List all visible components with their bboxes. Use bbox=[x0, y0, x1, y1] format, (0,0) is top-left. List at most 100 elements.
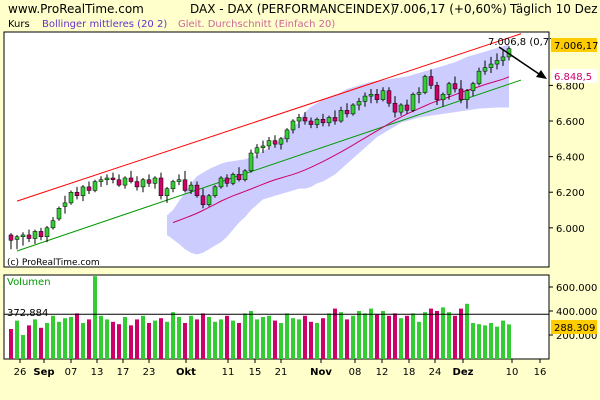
x-tick-label: 11 bbox=[222, 367, 235, 378]
volume-bar bbox=[411, 313, 415, 359]
volume-label: Volumen bbox=[7, 277, 51, 288]
volume-bar bbox=[261, 317, 265, 359]
candle-body bbox=[470, 83, 476, 91]
x-tick-label: 18 bbox=[403, 367, 416, 378]
volume-bar bbox=[435, 311, 439, 359]
candle-body bbox=[452, 83, 458, 90]
x-tick-label: 23 bbox=[143, 367, 156, 378]
volume-bar bbox=[495, 326, 499, 359]
x-tick-label: 17 bbox=[117, 367, 130, 378]
candle-body bbox=[104, 177, 110, 181]
candle-body bbox=[116, 179, 122, 186]
candle-body bbox=[482, 67, 488, 72]
candle-body bbox=[50, 220, 56, 229]
volume-bar bbox=[57, 321, 61, 359]
candle-body bbox=[212, 186, 218, 197]
candle-body bbox=[386, 90, 392, 104]
candle-body bbox=[416, 92, 422, 95]
price-y-tick-label: 6.600 bbox=[556, 117, 585, 128]
candle-body bbox=[14, 236, 20, 240]
volume-bar bbox=[237, 323, 241, 359]
volume-bar bbox=[201, 313, 205, 359]
channel-label: 7.006,8 (0,77 bbox=[488, 37, 556, 48]
site-title: www.ProRealTime.com bbox=[8, 2, 144, 16]
candle-body bbox=[362, 95, 368, 102]
volume-bar bbox=[117, 324, 121, 359]
candle-body bbox=[434, 85, 440, 100]
candle-body bbox=[62, 202, 68, 207]
price-layer bbox=[8, 33, 547, 255]
candle-body bbox=[314, 118, 320, 125]
candle-body bbox=[242, 170, 248, 181]
volume-bar bbox=[225, 315, 229, 359]
candle-body bbox=[374, 94, 380, 100]
volume-y-tick-label: 600.000 bbox=[556, 283, 597, 294]
ma-badge-bg bbox=[551, 69, 597, 83]
candle-body bbox=[260, 145, 266, 148]
volume-bar bbox=[489, 323, 493, 359]
volume-layer bbox=[4, 276, 549, 359]
volume-bar bbox=[507, 324, 511, 359]
volume-bar bbox=[249, 311, 253, 359]
volume-bar bbox=[501, 320, 505, 359]
volume-bar bbox=[285, 313, 289, 359]
volume-bar bbox=[15, 320, 19, 359]
volume-bar bbox=[147, 323, 151, 359]
volume-bar bbox=[255, 319, 259, 359]
candle-body bbox=[164, 188, 170, 197]
candle-body bbox=[494, 60, 500, 65]
candle-body bbox=[170, 181, 176, 189]
volume-bar bbox=[171, 312, 175, 359]
candle-body bbox=[134, 181, 140, 188]
candle-body bbox=[140, 179, 146, 188]
volume-bar bbox=[459, 308, 463, 359]
volume-badge: 288.309 bbox=[554, 323, 595, 334]
candle-body bbox=[32, 231, 38, 239]
axis-layer: 6.000 6.200 6.400 6.600 6.800 200.000 400.000 6… bbox=[14, 81, 598, 378]
x-tick-label: Okt bbox=[176, 367, 196, 378]
volume-bar bbox=[51, 315, 55, 359]
volume-bar bbox=[477, 324, 481, 359]
volume-bar bbox=[351, 315, 355, 359]
candle-body bbox=[344, 110, 350, 115]
candle-body bbox=[26, 234, 32, 239]
volume-bar bbox=[465, 303, 469, 359]
volume-bar bbox=[315, 323, 319, 359]
candle-body bbox=[8, 234, 14, 241]
candle-body bbox=[296, 117, 302, 122]
volume-bar bbox=[309, 321, 313, 359]
candle-body bbox=[218, 177, 224, 188]
ma-legend: Gleit. Durchschnitt (Einfach 20) bbox=[178, 19, 336, 30]
candle-body bbox=[74, 191, 80, 197]
candle-body bbox=[338, 110, 344, 122]
volume-bar bbox=[165, 321, 169, 359]
candle-body bbox=[302, 117, 308, 122]
x-tick-label: 16 bbox=[534, 367, 547, 378]
volume-bar bbox=[99, 315, 103, 359]
volume-bar bbox=[363, 313, 367, 359]
bollinger-legend: Bollinger mittleres (20 2) bbox=[42, 19, 168, 30]
volume-bar bbox=[213, 321, 217, 359]
projection-arrowhead bbox=[536, 70, 547, 79]
candle-body bbox=[230, 174, 236, 184]
candle-body bbox=[278, 138, 284, 145]
volume-bar bbox=[189, 315, 193, 359]
volume-bar bbox=[231, 320, 235, 359]
candle-body bbox=[44, 227, 50, 237]
candle-body bbox=[128, 177, 134, 182]
volume-bar bbox=[63, 318, 67, 359]
channel-upper-line bbox=[16, 33, 522, 202]
volume-bar bbox=[441, 307, 445, 359]
last-price-badge: 7.006,17 bbox=[554, 41, 599, 52]
volume-bar bbox=[153, 320, 157, 359]
volume-bar bbox=[321, 318, 325, 359]
candle-body bbox=[158, 177, 164, 197]
volume-bar bbox=[9, 329, 13, 359]
candle-body bbox=[326, 117, 332, 124]
volume-bar bbox=[273, 320, 277, 359]
candle-body bbox=[182, 179, 188, 191]
x-tick-label: 12 bbox=[376, 367, 389, 378]
volume-bar bbox=[267, 315, 271, 359]
volume-bar bbox=[429, 308, 433, 359]
